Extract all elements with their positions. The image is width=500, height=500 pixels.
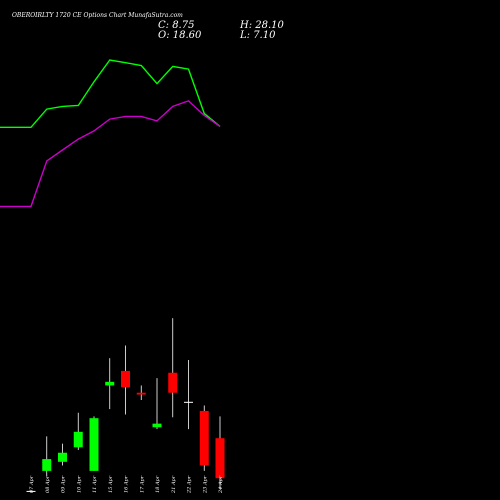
candle-body	[89, 418, 99, 471]
candle-body	[199, 410, 209, 466]
close-value: C: 8.75	[158, 20, 195, 31]
candle-12	[199, 405, 209, 471]
candle-1	[26, 490, 36, 492]
candle-3	[58, 443, 67, 466]
candle-body	[58, 452, 67, 462]
x-tick-label: 15 Apr	[108, 475, 114, 493]
candle-body	[121, 370, 130, 388]
candle-body	[105, 381, 115, 386]
low-value: L: 7.10	[240, 30, 276, 41]
candle-body	[73, 431, 83, 448]
x-tick-label: 08 Apr	[45, 475, 51, 493]
high-value: H: 28.10	[240, 20, 284, 31]
candle-5	[89, 416, 99, 471]
x-tick-label: 17 Apr	[139, 475, 145, 493]
candle-body	[184, 401, 193, 403]
candle-13	[215, 416, 225, 490]
candle-8	[136, 385, 146, 400]
x-tick-label: 18 Apr	[155, 475, 161, 493]
candle-10	[168, 318, 178, 418]
x-tick-label: 22 Apr	[187, 475, 193, 494]
candle-body	[42, 459, 52, 471]
candle-9	[152, 378, 162, 430]
candle-11	[184, 360, 193, 430]
candle-6	[105, 358, 115, 410]
candle-2	[42, 436, 52, 477]
candle-4	[73, 412, 83, 450]
chart-title: OBEROIRLTY 1720 CE Options Chart MunafaS…	[12, 12, 183, 19]
x-tick-label: 10 Apr	[76, 475, 82, 493]
x-tick-label: 16 Apr	[124, 475, 130, 493]
x-tick-label: 11 Apr	[92, 475, 98, 493]
series-line-1	[0, 59, 221, 129]
candle-body	[26, 490, 36, 492]
candle-body	[136, 392, 146, 395]
x-tick-label: 21 Apr	[171, 475, 177, 494]
x-tick-label: 07 Apr	[29, 475, 35, 493]
candle-body	[215, 438, 225, 479]
series-line-2	[0, 100, 221, 208]
candle-body	[152, 423, 162, 428]
x-tick-label: 24 Apr	[218, 475, 224, 494]
candle-7	[121, 345, 130, 415]
candle-body	[168, 372, 178, 393]
open-value: O: 18.60	[158, 30, 202, 41]
x-tick-label: 23 Apr	[202, 475, 208, 494]
x-tick-label: 09 Apr	[61, 475, 67, 493]
